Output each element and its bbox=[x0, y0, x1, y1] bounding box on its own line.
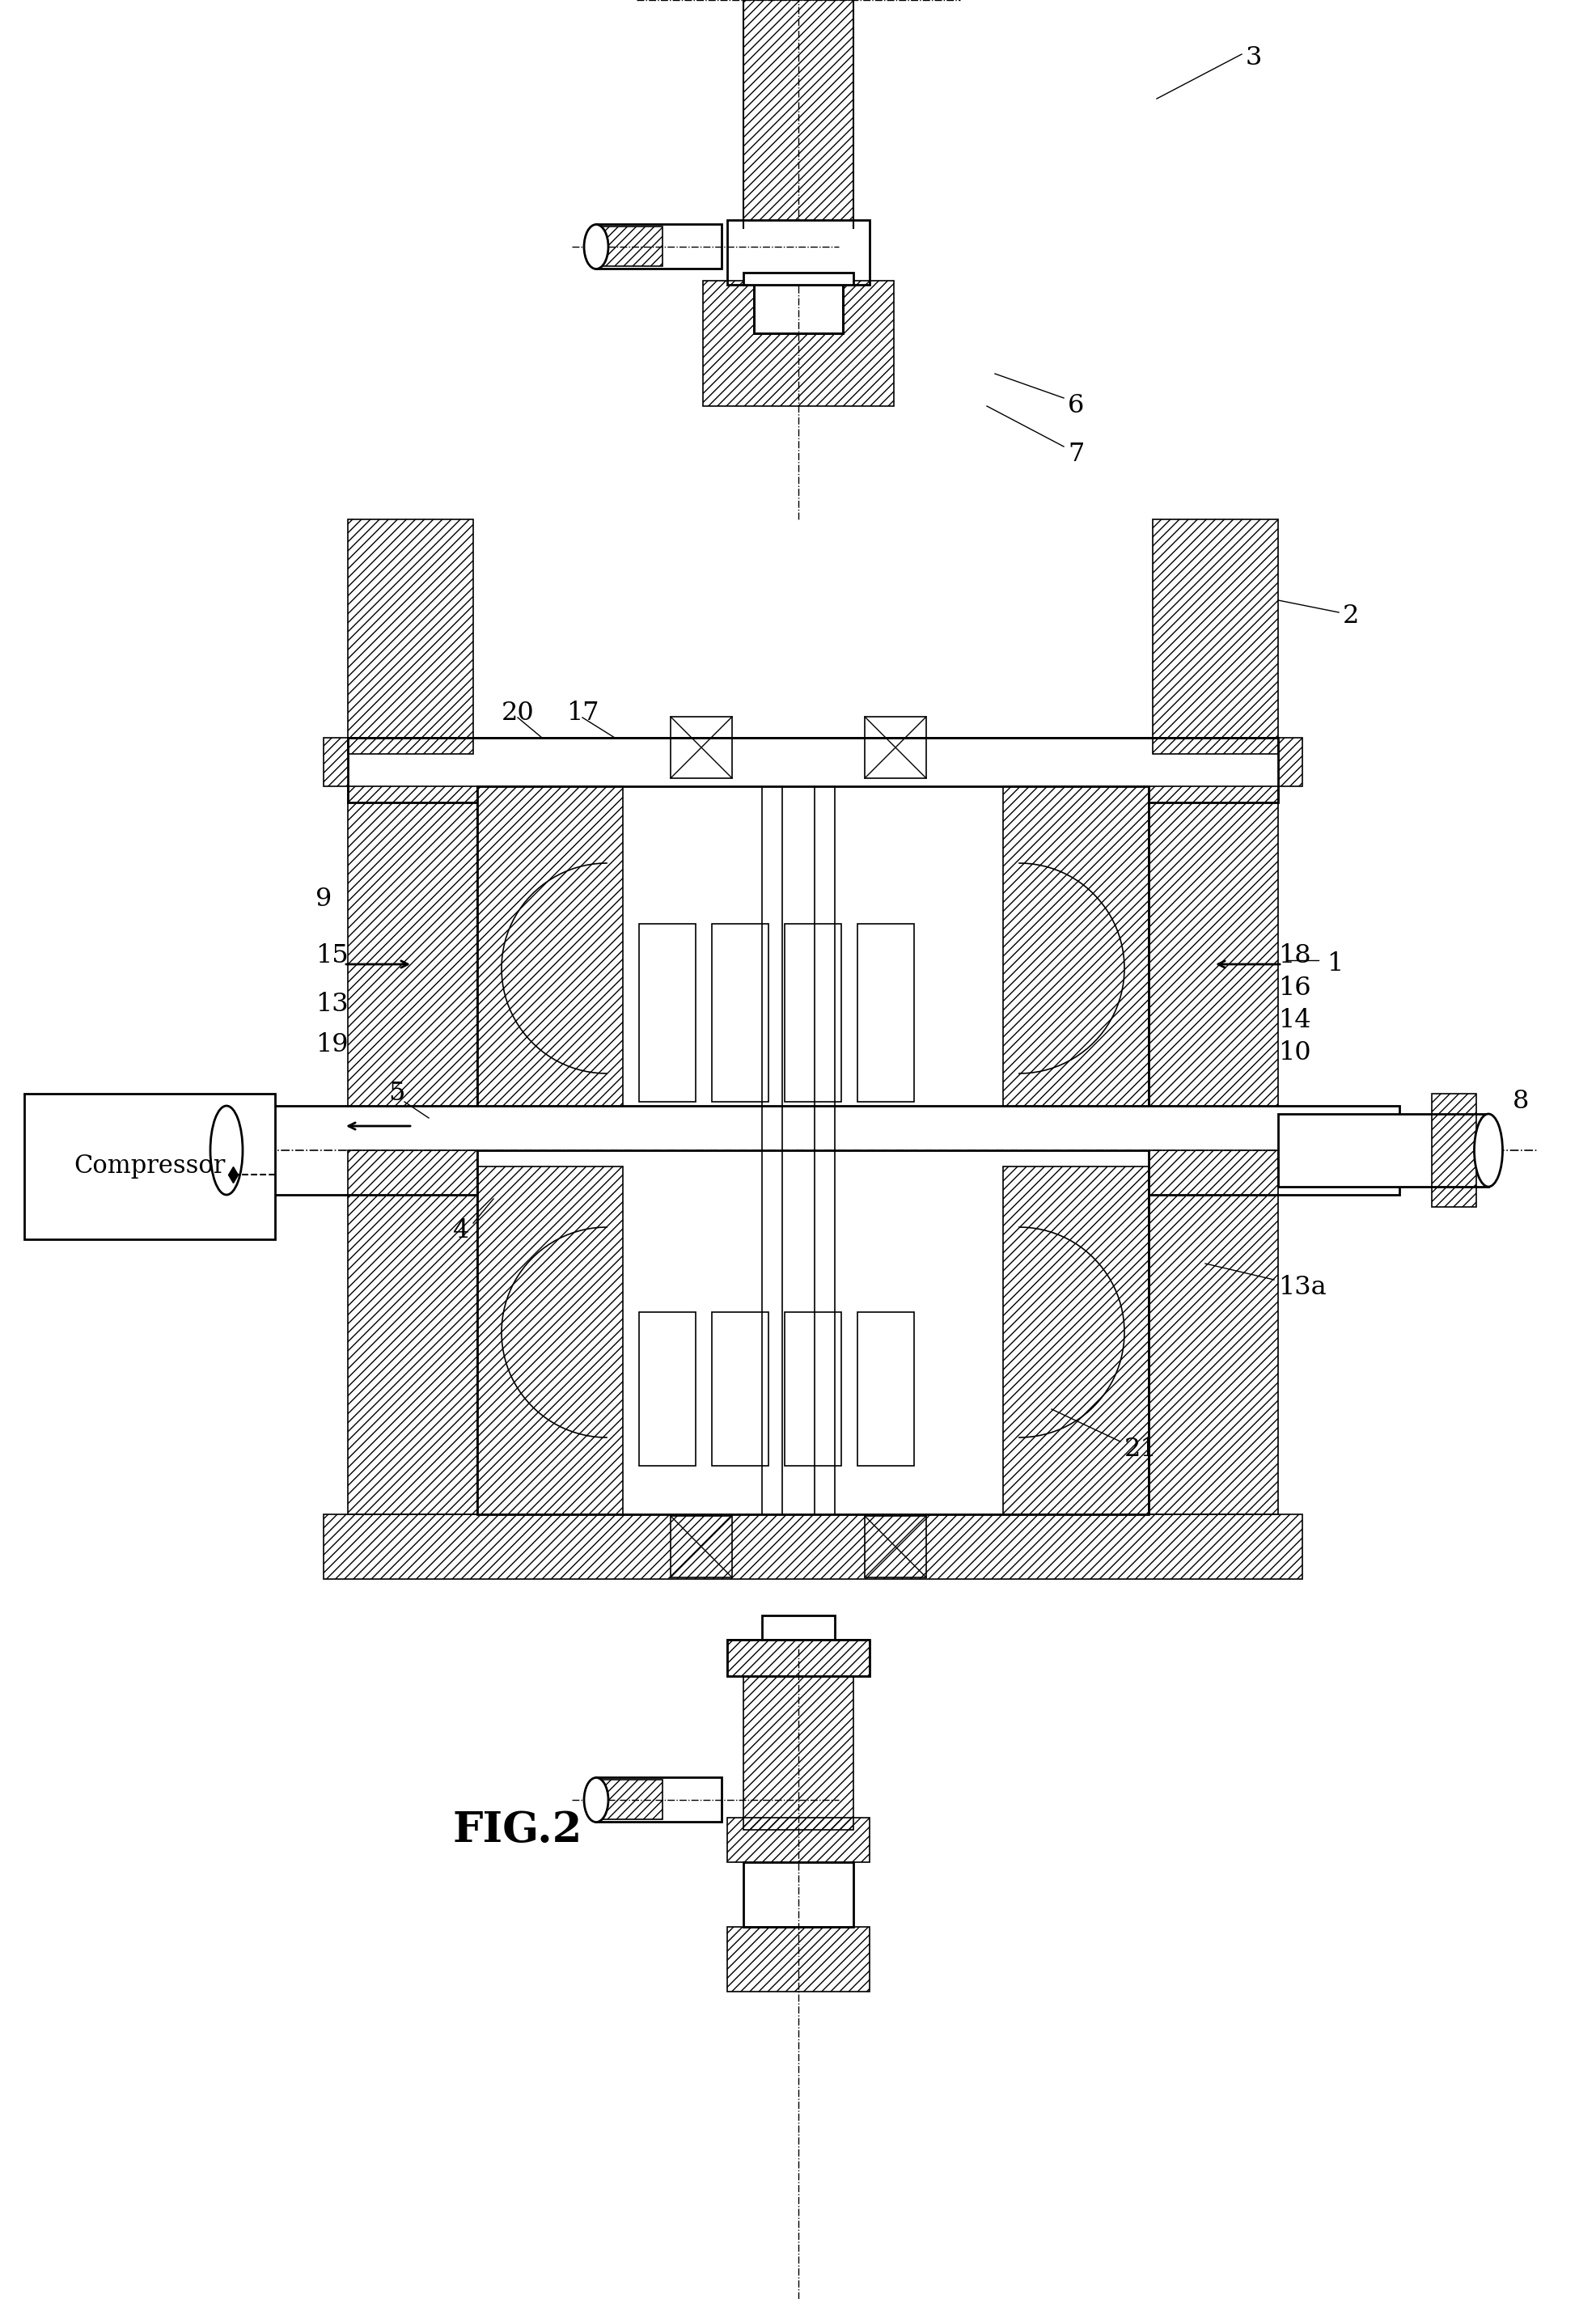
Text: 16: 16 bbox=[1277, 977, 1310, 1000]
Bar bbox=[753, 285, 843, 333]
Text: 13: 13 bbox=[316, 993, 348, 1016]
Bar bbox=[348, 1150, 477, 1515]
Text: 19: 19 bbox=[316, 1032, 348, 1058]
Bar bbox=[726, 1927, 870, 1991]
Text: 17: 17 bbox=[567, 701, 598, 726]
Bar bbox=[712, 924, 768, 1101]
Bar bbox=[597, 1779, 662, 1819]
Bar bbox=[670, 1515, 731, 1577]
Bar bbox=[744, 274, 852, 285]
Bar bbox=[324, 738, 1302, 786]
Bar bbox=[726, 221, 870, 285]
Bar bbox=[744, 1862, 852, 1927]
Text: 4: 4 bbox=[453, 1218, 469, 1244]
Bar bbox=[1002, 1166, 1148, 1515]
Text: 9: 9 bbox=[316, 887, 332, 913]
Bar bbox=[324, 1515, 1302, 1579]
Bar bbox=[857, 1313, 913, 1467]
Text: 7: 7 bbox=[1068, 441, 1084, 467]
Bar bbox=[597, 228, 662, 267]
Text: 18: 18 bbox=[1277, 943, 1310, 968]
Text: 20: 20 bbox=[501, 701, 535, 726]
Bar bbox=[477, 1166, 622, 1515]
Bar bbox=[638, 1313, 696, 1467]
Bar bbox=[1432, 1094, 1476, 1207]
Text: 10: 10 bbox=[1277, 1041, 1310, 1067]
Bar bbox=[726, 1819, 870, 1862]
Ellipse shape bbox=[584, 1777, 608, 1823]
Text: 15: 15 bbox=[316, 943, 348, 968]
Text: 21: 21 bbox=[1124, 1437, 1157, 1462]
Ellipse shape bbox=[1473, 1115, 1502, 1186]
Bar bbox=[638, 924, 696, 1101]
Text: 6: 6 bbox=[1068, 393, 1084, 418]
Bar bbox=[348, 520, 472, 754]
Text: FIG.2: FIG.2 bbox=[453, 1809, 583, 1851]
Text: 5: 5 bbox=[388, 1081, 405, 1106]
Bar bbox=[726, 1639, 870, 1676]
Bar bbox=[726, 1639, 870, 1676]
Bar bbox=[1148, 786, 1277, 1150]
Text: Compressor: Compressor bbox=[73, 1154, 225, 1179]
Bar bbox=[1277, 1115, 1487, 1186]
Text: 2: 2 bbox=[1342, 605, 1358, 630]
Bar bbox=[857, 924, 913, 1101]
Bar bbox=[865, 1515, 926, 1577]
Bar bbox=[784, 1313, 841, 1467]
Bar bbox=[712, 1313, 768, 1467]
Text: 3: 3 bbox=[1245, 46, 1261, 71]
Bar bbox=[702, 280, 894, 407]
Bar bbox=[744, 1669, 852, 1830]
Text: 1: 1 bbox=[1326, 952, 1342, 977]
Bar bbox=[477, 1150, 1148, 1515]
Bar bbox=[1002, 786, 1148, 1133]
Bar bbox=[865, 717, 926, 777]
Bar bbox=[24, 1094, 275, 1239]
Bar bbox=[477, 786, 1148, 1150]
Bar bbox=[1152, 520, 1277, 754]
Bar bbox=[784, 924, 841, 1101]
Bar bbox=[348, 786, 477, 1150]
Text: 14: 14 bbox=[1277, 1009, 1310, 1035]
Ellipse shape bbox=[584, 225, 608, 269]
Bar bbox=[595, 1777, 721, 1821]
Bar bbox=[177, 1127, 230, 1172]
Text: 13a: 13a bbox=[1277, 1276, 1326, 1301]
Bar bbox=[227, 1106, 1398, 1195]
Ellipse shape bbox=[211, 1106, 243, 1195]
Bar bbox=[477, 786, 622, 1133]
Bar bbox=[753, 285, 843, 333]
Bar bbox=[670, 717, 731, 777]
Bar bbox=[744, 0, 852, 228]
Bar bbox=[348, 738, 1277, 802]
Bar bbox=[761, 1616, 835, 1660]
Text: 8: 8 bbox=[1511, 1090, 1529, 1115]
Bar bbox=[595, 223, 721, 269]
Bar bbox=[1148, 1150, 1277, 1515]
